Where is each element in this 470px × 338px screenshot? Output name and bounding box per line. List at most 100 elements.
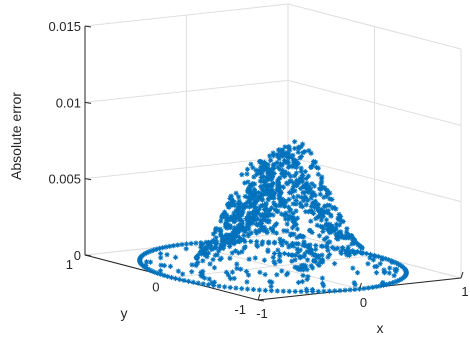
data-point (227, 255, 233, 261)
data-point (304, 188, 311, 194)
data-point (149, 268, 155, 274)
data-point (212, 245, 218, 251)
data-point (265, 170, 272, 177)
data-point (253, 210, 259, 217)
data-point (278, 198, 284, 204)
data-point (387, 281, 393, 287)
data-point (286, 145, 292, 151)
z-tick-mark (84, 25, 92, 28)
data-point (238, 209, 244, 215)
data-point (323, 209, 329, 215)
data-point (340, 246, 346, 252)
data-point (278, 240, 284, 246)
data-point (377, 283, 383, 289)
data-point (313, 242, 319, 249)
data-point (217, 228, 223, 234)
data-point (217, 245, 224, 251)
data-point (350, 248, 356, 254)
data-point (384, 281, 390, 288)
data-point (242, 193, 248, 200)
data-point (243, 268, 250, 275)
data-point (171, 243, 177, 249)
data-point (324, 226, 330, 233)
data-point (315, 214, 321, 220)
data-point (266, 183, 272, 189)
data-point (317, 259, 323, 265)
data-point (373, 270, 380, 276)
data-point (167, 263, 174, 269)
data-point (293, 252, 299, 258)
data-point (252, 188, 258, 194)
data-point (274, 188, 280, 194)
data-point (245, 272, 252, 278)
data-point (312, 199, 318, 205)
data-point (254, 239, 260, 245)
data-point (324, 235, 330, 241)
data-point (231, 199, 237, 205)
data-point (257, 203, 264, 209)
data-point (263, 191, 269, 197)
data-points (137, 139, 409, 295)
data-point (256, 228, 262, 235)
data-point (221, 209, 228, 215)
data-point (291, 222, 297, 228)
data-point (319, 252, 325, 258)
data-point (168, 274, 175, 281)
data-point (258, 217, 264, 224)
data-point (137, 256, 143, 262)
data-point (262, 287, 268, 293)
data-point (286, 216, 292, 222)
data-point (198, 240, 204, 246)
data-point (254, 230, 260, 236)
data-point (299, 279, 306, 285)
data-point (224, 201, 231, 208)
data-point (255, 210, 261, 216)
data-point (276, 156, 282, 162)
data-point (265, 188, 271, 194)
z-tick-label: 0.015 (48, 19, 81, 34)
data-point (198, 269, 204, 276)
data-point (287, 232, 294, 238)
data-point (236, 250, 242, 256)
data-point (231, 210, 237, 216)
data-point (252, 217, 258, 223)
data-point (298, 185, 304, 192)
data-point (268, 181, 275, 188)
data-point (326, 288, 332, 294)
data-point (297, 255, 303, 261)
data-point (269, 170, 275, 176)
data-point (198, 243, 204, 249)
data-point (260, 167, 266, 173)
data-point (314, 222, 320, 228)
data-point (336, 216, 342, 222)
data-point (201, 249, 208, 255)
data-point (286, 213, 292, 219)
data-point (262, 271, 268, 278)
data-point (327, 239, 333, 245)
data-point (344, 226, 350, 232)
data-point (336, 232, 342, 239)
data-point (300, 272, 306, 279)
data-point (252, 181, 258, 187)
data-point (229, 250, 235, 256)
data-point (289, 252, 295, 258)
data-point (309, 265, 316, 271)
data-point (257, 170, 264, 177)
data-point (392, 279, 398, 285)
data-point (256, 287, 263, 293)
data-point (216, 248, 222, 254)
data-point (316, 233, 323, 239)
data-point (333, 221, 340, 227)
data-point (257, 194, 263, 200)
data-point (249, 193, 256, 199)
data-point (267, 153, 273, 159)
data-point (284, 272, 290, 278)
data-point (175, 242, 181, 248)
data-point (274, 272, 280, 278)
data-point (332, 288, 338, 294)
data-point (279, 170, 285, 177)
data-point (380, 279, 386, 286)
data-point (300, 189, 306, 196)
data-point (279, 201, 285, 207)
data-point (320, 228, 326, 235)
